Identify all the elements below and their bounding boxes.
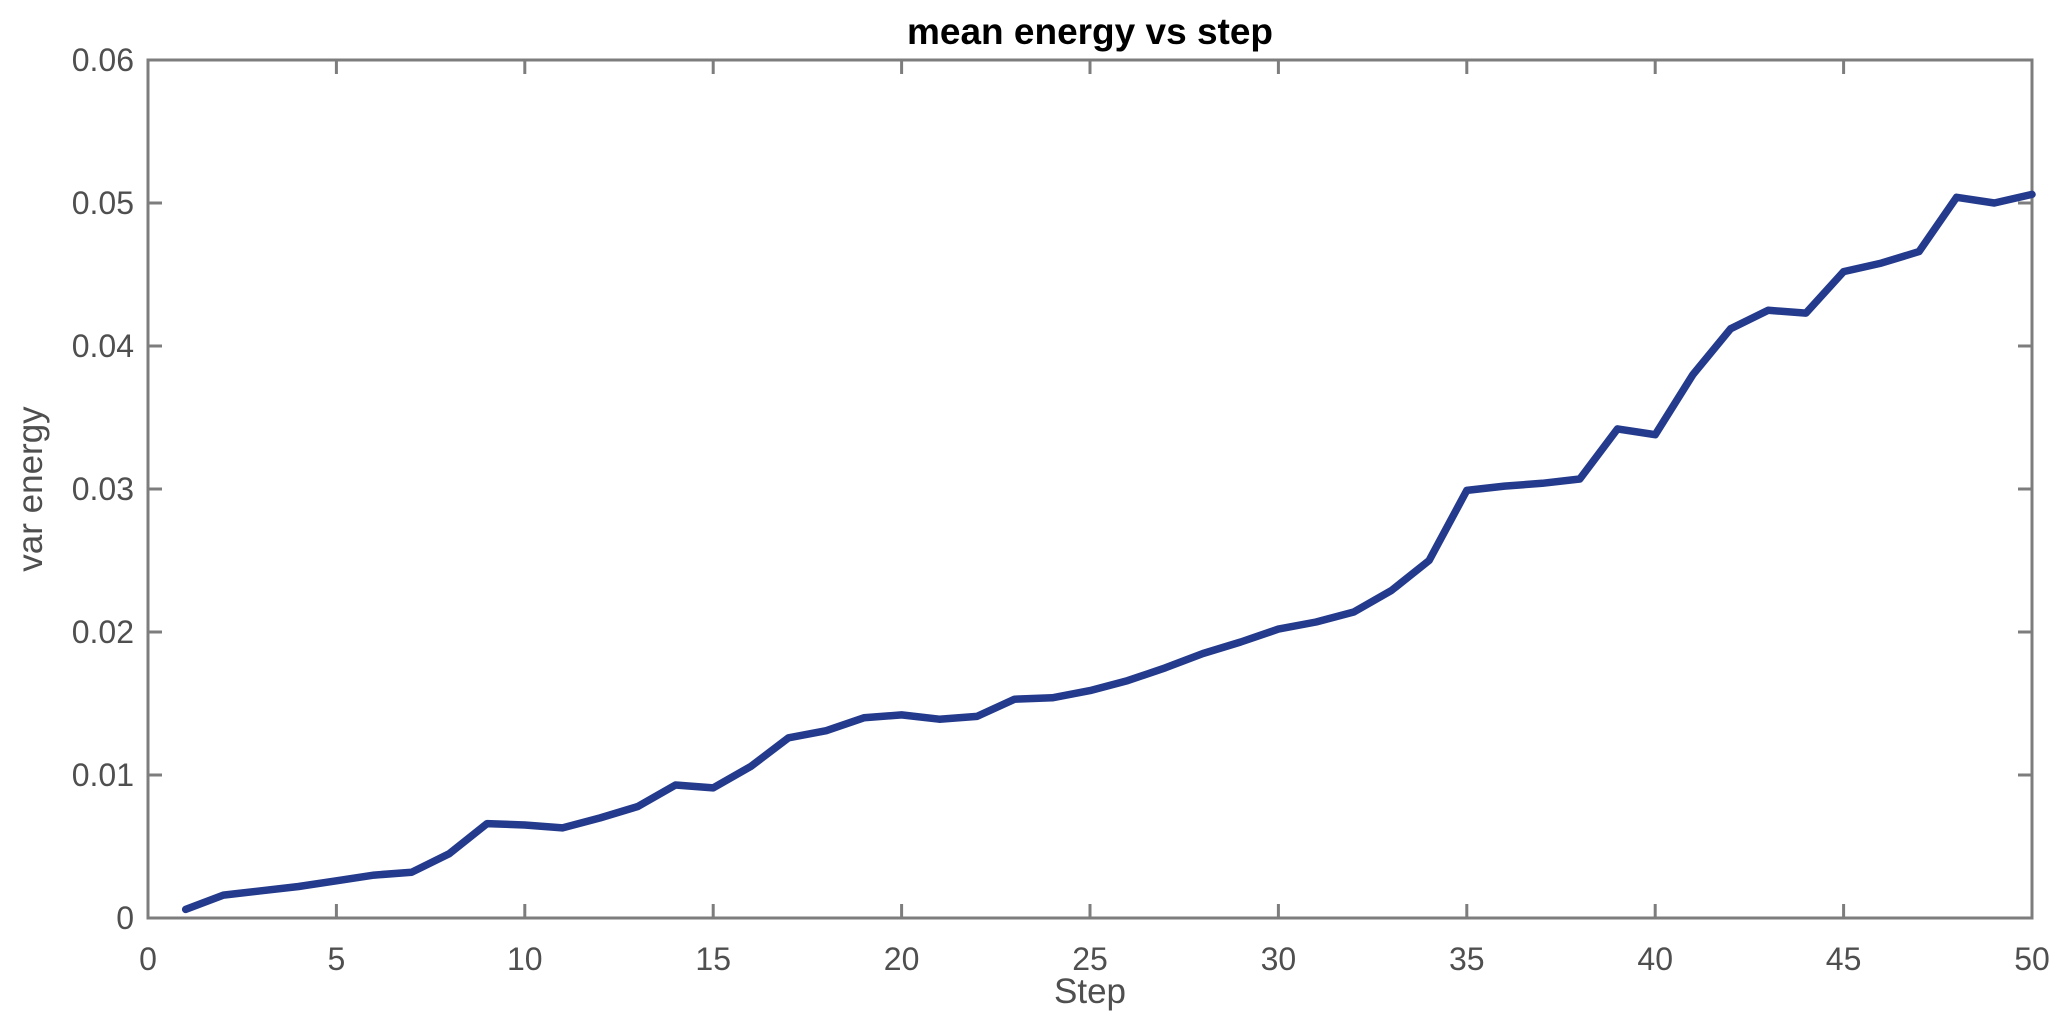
x-tick-label: 10 — [507, 941, 543, 977]
x-tick-label: 15 — [695, 941, 731, 977]
x-tick-label: 5 — [328, 941, 346, 977]
series-layer — [181, 190, 2036, 914]
series-line — [181, 190, 2036, 914]
chart-title: mean energy vs step — [907, 11, 1273, 52]
x-tick-label: 45 — [1826, 941, 1862, 977]
axes-layer: 0 5 10 15 20 25 30 35 40 45 50 0 0.01 0.02 0.03 0.04 0.0… — [72, 42, 2050, 977]
x-tick-label: 20 — [884, 941, 920, 977]
x-tick-label: 0 — [139, 941, 157, 977]
y-tick-label: 0.01 — [72, 757, 134, 793]
y-axis-label: var energy — [11, 406, 50, 572]
y-tick-label: 0.04 — [72, 328, 134, 364]
y-tick-label: 0.03 — [72, 471, 134, 507]
x-tick-label: 35 — [1449, 941, 1485, 977]
y-tick-label: 0.02 — [72, 614, 134, 650]
x-axis-label: Step — [1054, 972, 1126, 1011]
x-tick-label: 30 — [1261, 941, 1297, 977]
x-tick-label: 25 — [1072, 941, 1108, 977]
y-tick-label: 0 — [116, 900, 134, 936]
axes-box — [146, 58, 2034, 920]
y-tick-label: 0.06 — [72, 42, 134, 78]
y-tick-label: 0.05 — [72, 185, 134, 221]
x-tick-label: 50 — [2014, 941, 2050, 977]
x-tick-label: 40 — [1637, 941, 1673, 977]
